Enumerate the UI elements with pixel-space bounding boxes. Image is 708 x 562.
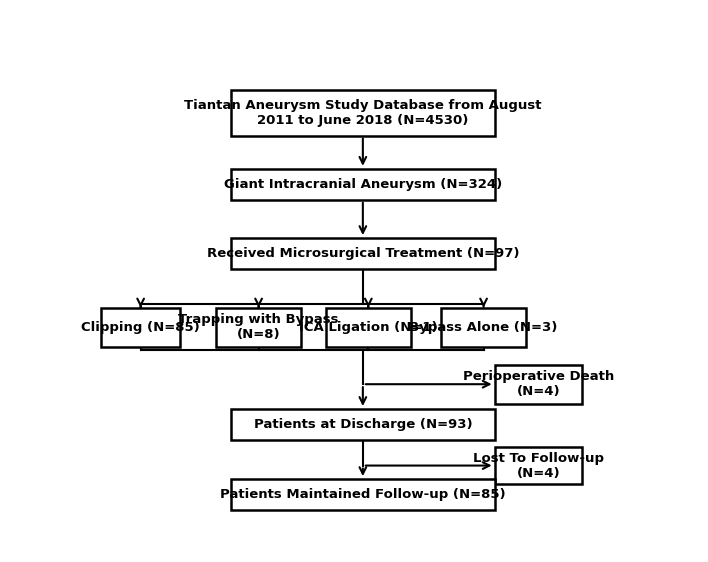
Text: Bypass Alone (N=3): Bypass Alone (N=3) bbox=[409, 320, 558, 334]
Text: Perioperative Death
(N=4): Perioperative Death (N=4) bbox=[463, 370, 614, 398]
FancyBboxPatch shape bbox=[231, 479, 494, 510]
FancyBboxPatch shape bbox=[231, 90, 494, 135]
Text: Received Microsurgical Treatment (N=97): Received Microsurgical Treatment (N=97) bbox=[207, 247, 519, 260]
Text: Trapping with Bypass
(N=8): Trapping with Bypass (N=8) bbox=[178, 313, 339, 341]
Text: Lost To Follow-up
(N=4): Lost To Follow-up (N=4) bbox=[473, 451, 604, 479]
Text: Patients at Discharge (N=93): Patients at Discharge (N=93) bbox=[253, 418, 472, 431]
FancyBboxPatch shape bbox=[326, 307, 411, 347]
FancyBboxPatch shape bbox=[231, 409, 494, 440]
FancyBboxPatch shape bbox=[101, 307, 181, 347]
Text: Patients Maintained Follow-up (N=85): Patients Maintained Follow-up (N=85) bbox=[220, 488, 506, 501]
Text: Tiantan Aneurysm Study Database from August
2011 to June 2018 (N=4530): Tiantan Aneurysm Study Database from Aug… bbox=[184, 99, 542, 127]
FancyBboxPatch shape bbox=[441, 307, 526, 347]
FancyBboxPatch shape bbox=[231, 238, 494, 269]
FancyBboxPatch shape bbox=[216, 307, 301, 347]
Text: Clipping (N=85): Clipping (N=85) bbox=[81, 320, 200, 334]
Text: Giant Intracranial Aneurysm (N=324): Giant Intracranial Aneurysm (N=324) bbox=[224, 178, 502, 191]
FancyBboxPatch shape bbox=[494, 365, 582, 404]
FancyBboxPatch shape bbox=[494, 447, 582, 484]
FancyBboxPatch shape bbox=[231, 169, 494, 200]
Text: ICA Ligation (N=1): ICA Ligation (N=1) bbox=[299, 320, 438, 334]
